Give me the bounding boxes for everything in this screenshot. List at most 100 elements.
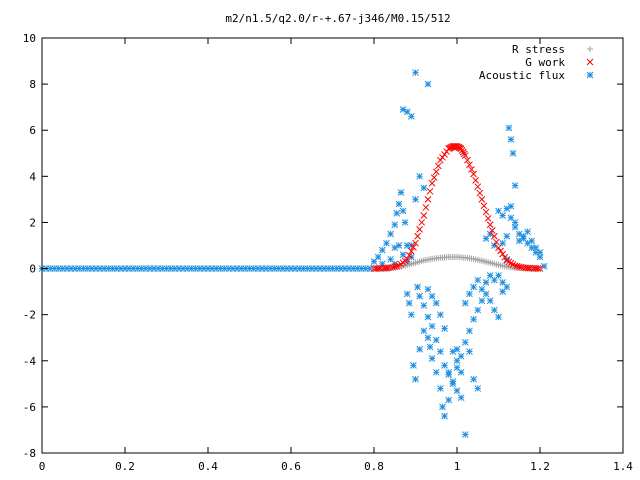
data-point-acoustic-flux xyxy=(461,299,469,307)
y-tick-label: 10 xyxy=(23,32,36,45)
data-point-acoustic-flux xyxy=(391,221,399,229)
legend-marker-g-work xyxy=(586,58,594,66)
data-point-acoustic-flux xyxy=(426,343,434,351)
data-point-acoustic-flux xyxy=(441,362,448,369)
y-tick-label: -6 xyxy=(23,401,36,414)
data-point-g-work xyxy=(466,161,473,169)
data-point-acoustic-flux xyxy=(482,290,490,298)
x-tick-label: 0.4 xyxy=(198,460,218,473)
data-point-g-work xyxy=(515,263,523,271)
data-point-r-stress xyxy=(485,259,492,266)
data-point-acoustic-flux xyxy=(466,290,473,298)
data-point-g-work xyxy=(407,247,415,255)
data-point-acoustic-flux xyxy=(505,124,513,132)
x-tick-label: 1.2 xyxy=(530,460,550,473)
data-point-acoustic-flux xyxy=(414,283,421,291)
data-point-g-work xyxy=(393,262,401,270)
data-point-acoustic-flux xyxy=(470,315,477,323)
data-point-acoustic-flux xyxy=(420,184,428,192)
data-point-acoustic-flux xyxy=(470,283,477,291)
data-point-acoustic-flux xyxy=(412,375,419,383)
data-point-g-work xyxy=(493,238,500,246)
data-point-g-work xyxy=(418,219,426,226)
data-point-acoustic-flux xyxy=(432,299,440,307)
data-point-acoustic-flux xyxy=(453,345,461,353)
y-tick-label: 0 xyxy=(29,263,36,276)
data-point-acoustic-flux xyxy=(432,336,440,344)
data-point-g-work xyxy=(424,196,432,203)
data-point-g-work xyxy=(412,239,419,247)
plot-marks xyxy=(38,69,548,438)
data-point-acoustic-flux xyxy=(445,396,453,404)
data-point-acoustic-flux xyxy=(495,313,502,321)
data-point-g-work xyxy=(432,168,440,176)
data-point-g-work xyxy=(437,156,444,164)
data-point-acoustic-flux xyxy=(540,262,548,270)
data-point-acoustic-flux xyxy=(424,285,432,293)
plot-border xyxy=(41,37,624,454)
legend-label-acoustic-flux: Acoustic flux xyxy=(479,69,565,82)
data-point-g-work xyxy=(476,189,484,197)
legend-label-g-work: G work xyxy=(525,56,565,69)
data-point-acoustic-flux xyxy=(420,302,428,309)
data-point-g-work xyxy=(488,227,496,234)
data-point-acoustic-flux xyxy=(495,272,502,279)
x-tick-label: 0.6 xyxy=(281,460,301,473)
data-point-g-work xyxy=(391,263,399,271)
data-point-g-work xyxy=(422,204,430,211)
data-point-acoustic-flux xyxy=(474,385,482,392)
data-point-acoustic-flux xyxy=(453,357,461,365)
data-point-acoustic-flux xyxy=(470,375,477,383)
x-tick-label: 1.4 xyxy=(613,460,633,473)
data-point-acoustic-flux xyxy=(486,297,494,305)
data-point-r-stress xyxy=(402,262,409,269)
data-point-g-work xyxy=(428,179,436,187)
data-point-g-work xyxy=(509,261,517,268)
data-point-g-work xyxy=(389,263,397,271)
data-point-g-work xyxy=(480,202,488,210)
data-point-acoustic-flux xyxy=(441,412,448,420)
data-point-acoustic-flux xyxy=(453,387,461,395)
data-point-acoustic-flux xyxy=(428,355,436,362)
x-tick-label: 0.2 xyxy=(115,460,135,473)
data-point-acoustic-flux xyxy=(399,251,407,259)
legend-label-r-stress: R stress xyxy=(512,43,565,56)
data-point-acoustic-flux xyxy=(466,327,473,335)
data-point-acoustic-flux xyxy=(393,209,401,217)
data-point-acoustic-flux xyxy=(511,219,519,226)
data-point-acoustic-flux xyxy=(511,182,519,189)
data-point-g-work xyxy=(410,243,417,251)
legend: R stress G work Acoustic flux xyxy=(479,43,594,82)
data-point-g-work xyxy=(534,265,542,272)
data-point-g-work xyxy=(439,153,446,161)
data-point-acoustic-flux xyxy=(437,348,444,355)
data-point-acoustic-flux xyxy=(509,149,517,157)
data-point-acoustic-flux xyxy=(437,385,444,392)
data-point-acoustic-flux xyxy=(407,311,415,319)
legend-marker-acoustic-flux xyxy=(586,71,594,79)
data-point-acoustic-flux xyxy=(457,368,465,376)
data-point-acoustic-flux xyxy=(466,348,473,355)
data-point-acoustic-flux xyxy=(378,246,386,254)
data-point-r-stress xyxy=(501,263,508,270)
legend-marker-r-stress xyxy=(587,46,593,52)
data-point-acoustic-flux xyxy=(416,345,424,353)
x-tick-label: 0.8 xyxy=(364,460,384,473)
x-tick-label: 0 xyxy=(39,460,46,473)
data-point-g-work xyxy=(478,196,486,203)
y-tick-label: 2 xyxy=(29,216,36,229)
data-point-g-work xyxy=(524,264,531,272)
axis-ticks: 0 0.2 0.4 0.6 0.8 1 1.2 1.4 -8 -6 -4 -2 0 2 4 6 8 10 xyxy=(23,32,634,473)
data-point-g-work xyxy=(405,251,413,259)
y-tick-label: -4 xyxy=(23,355,37,368)
data-point-g-work xyxy=(472,177,480,184)
data-point-g-work xyxy=(401,257,409,265)
data-point-acoustic-flux xyxy=(478,285,486,293)
data-point-g-work xyxy=(486,221,494,229)
data-point-acoustic-flux xyxy=(424,80,432,88)
data-point-acoustic-flux xyxy=(499,279,507,286)
data-point-g-work xyxy=(420,212,428,219)
data-point-acoustic-flux xyxy=(395,200,403,208)
data-point-acoustic-flux xyxy=(403,290,411,298)
